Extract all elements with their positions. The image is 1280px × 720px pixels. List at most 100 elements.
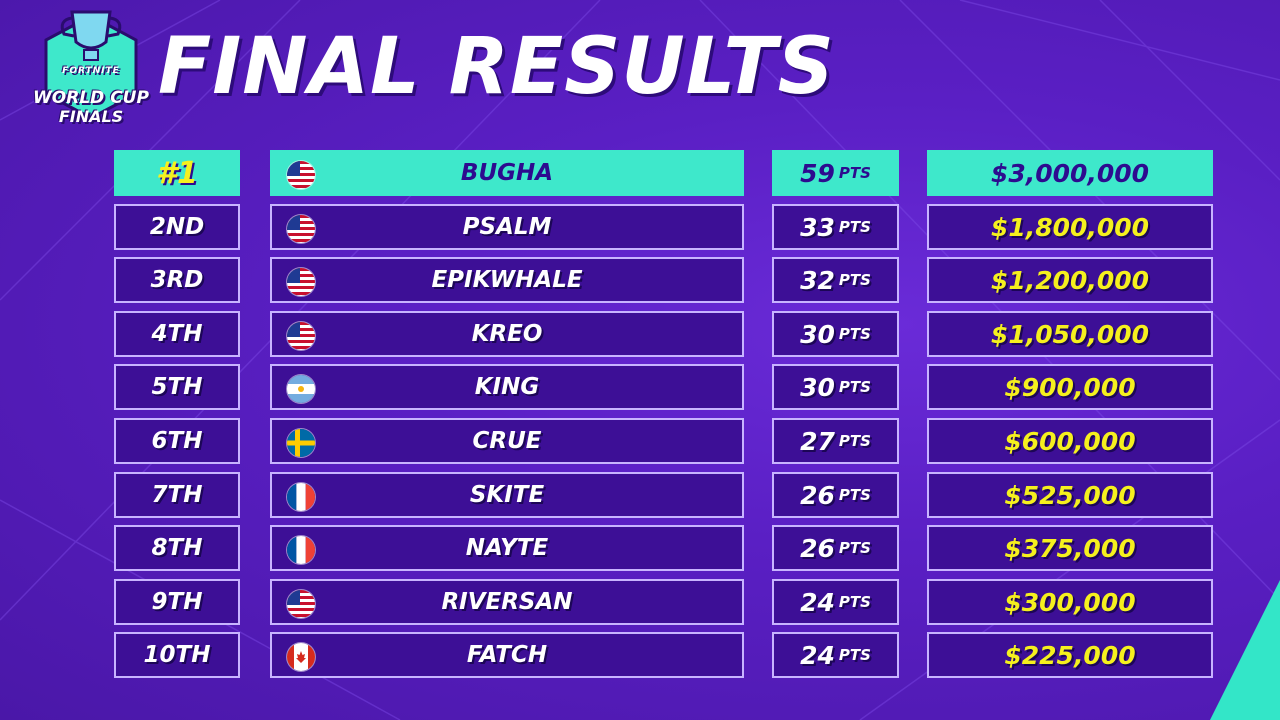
us-flag-icon (287, 590, 315, 618)
table-row: 7TH SKITE 26 PTS $525,000 (0, 472, 1280, 518)
prize-cell: $900,000 (927, 364, 1213, 410)
points-cell: 27 PTS (772, 418, 899, 464)
points-value: 27 (800, 426, 835, 456)
table-row: 5TH KING 30 PTS $900,000 (0, 364, 1280, 410)
points-value: 33 (800, 212, 835, 242)
points-unit: PTS (838, 325, 871, 343)
prize-value: $600,000 (1004, 426, 1136, 456)
rank-label: #1 (156, 155, 198, 191)
prize-value: $3,000,000 (990, 158, 1150, 188)
prize-value: $900,000 (1004, 372, 1136, 402)
prize-cell: $525,000 (927, 472, 1213, 518)
se-flag-icon (287, 429, 315, 457)
us-flag-icon (287, 322, 315, 350)
points-unit: PTS (838, 432, 871, 450)
player-name: BUGHA (460, 160, 554, 186)
points-unit: PTS (838, 164, 871, 182)
player-name: RIVERSAN (441, 589, 573, 615)
table-row: 3RD EPIKWHALE 32 PTS $1,200,000 (0, 257, 1280, 303)
points-cell: 24 PTS (772, 579, 899, 625)
player-name: CRUE (472, 428, 542, 454)
prize-cell: $375,000 (927, 525, 1213, 571)
fr-flag-icon (287, 483, 315, 511)
player-cell: KING (270, 364, 744, 410)
logo-text-finals: FINALS (58, 107, 124, 126)
corner-accent-shape (1210, 580, 1280, 720)
logo-top-text: FORTNITE (62, 66, 120, 76)
prize-cell: $600,000 (927, 418, 1213, 464)
table-row: 4TH KREO 30 PTS $1,050,000 (0, 311, 1280, 357)
trophy-icon (44, 10, 138, 120)
prize-cell: $300,000 (927, 579, 1213, 625)
points-value: 30 (800, 319, 835, 349)
points-cell: 30 PTS (772, 311, 899, 357)
points-cell: 26 PTS (772, 472, 899, 518)
points-value: 32 (800, 265, 835, 295)
player-cell: BUGHA (270, 150, 744, 196)
page-title: FINAL RESULTS (158, 22, 835, 112)
rank-label: 9TH (151, 589, 203, 615)
points-cell: 24 PTS (772, 632, 899, 678)
us-flag-icon (287, 215, 315, 243)
rank-cell: 3RD (114, 257, 240, 303)
points-value: 26 (800, 533, 835, 563)
table-row: 8TH NAYTE 26 PTS $375,000 (0, 525, 1280, 571)
prize-value: $1,200,000 (990, 265, 1150, 295)
rank-label: 4TH (151, 321, 203, 347)
rank-cell: 8TH (114, 525, 240, 571)
prize-cell: $1,050,000 (927, 311, 1213, 357)
points-value: 59 (800, 158, 835, 188)
table-row: #1 BUGHA 59 PTS $3,000,000 (0, 150, 1280, 196)
points-unit: PTS (838, 378, 871, 396)
rank-label: 7TH (151, 482, 203, 508)
prize-cell: $1,800,000 (927, 204, 1213, 250)
rank-label: 6TH (151, 428, 203, 454)
table-row: 10TH FATCH 24 PTS $225,000 (0, 632, 1280, 678)
player-name: EPIKWHALE (431, 267, 583, 293)
player-cell: EPIKWHALE (270, 257, 744, 303)
player-name: PSALM (462, 214, 552, 240)
points-unit: PTS (838, 271, 871, 289)
points-unit: PTS (838, 593, 871, 611)
prize-value: $1,050,000 (990, 319, 1150, 349)
us-flag-icon (287, 268, 315, 296)
rank-cell: 7TH (114, 472, 240, 518)
rank-label: 8TH (151, 535, 203, 561)
logo-text-world-cup: WORLD CUP (33, 88, 149, 108)
ar-flag-icon (287, 375, 315, 403)
player-cell: PSALM (270, 204, 744, 250)
points-value: 24 (800, 640, 835, 670)
prize-value: $375,000 (1004, 533, 1136, 563)
points-unit: PTS (838, 218, 871, 236)
player-cell: RIVERSAN (270, 579, 744, 625)
rank-label: 5TH (151, 374, 203, 400)
table-row: 6TH CRUE 27 PTS $600,000 (0, 418, 1280, 464)
rank-label: 10TH (143, 642, 211, 668)
points-unit: PTS (838, 486, 871, 504)
points-cell: 59 PTS (772, 150, 899, 196)
prize-value: $225,000 (1004, 640, 1136, 670)
player-cell: NAYTE (270, 525, 744, 571)
points-cell: 30 PTS (772, 364, 899, 410)
rank-label: 2ND (149, 214, 205, 240)
points-value: 26 (800, 480, 835, 510)
rank-cell: 10TH (114, 632, 240, 678)
points-unit: PTS (838, 646, 871, 664)
player-name: KREO (471, 321, 543, 347)
prize-cell: $1,200,000 (927, 257, 1213, 303)
table-row: 9TH RIVERSAN 24 PTS $300,000 (0, 579, 1280, 625)
rank-cell: 2ND (114, 204, 240, 250)
ca-flag-icon (287, 643, 315, 671)
us-flag-icon (287, 161, 315, 189)
world-cup-logo: FORTNITE WORLD CUP FINALS (32, 6, 150, 128)
points-value: 24 (800, 587, 835, 617)
prize-value: $300,000 (1004, 587, 1136, 617)
player-name: NAYTE (465, 535, 549, 561)
points-cell: 32 PTS (772, 257, 899, 303)
rank-cell: 4TH (114, 311, 240, 357)
rank-label: 3RD (150, 267, 204, 293)
points-value: 30 (800, 372, 835, 402)
player-cell: CRUE (270, 418, 744, 464)
prize-value: $1,800,000 (990, 212, 1150, 242)
prize-cell: $225,000 (927, 632, 1213, 678)
